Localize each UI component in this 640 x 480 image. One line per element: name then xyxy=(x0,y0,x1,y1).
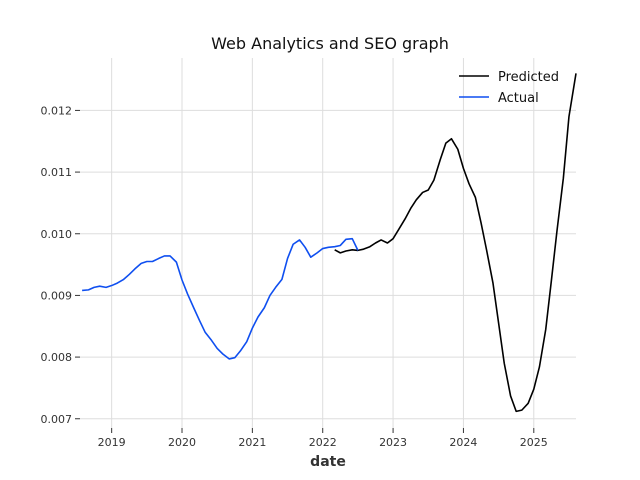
x-axis-ticks: 2019 2020 2021 2022 2023 2024 2025 xyxy=(98,428,548,449)
y-axis-ticks: 0.007 0.008 0.009 0.010 0.011 0.012 xyxy=(41,104,80,426)
series-group xyxy=(82,73,577,413)
legend: Predicted Actual xyxy=(459,70,559,106)
series-line-actual xyxy=(82,237,359,360)
x-tick-label: 2020 xyxy=(168,436,196,449)
y-tick-label: 0.010 xyxy=(41,228,73,241)
y-tick-label: 0.009 xyxy=(41,289,73,302)
grid xyxy=(80,58,576,428)
x-tick-label: 2019 xyxy=(98,436,126,449)
series-line-predicted xyxy=(334,73,577,413)
legend-label-predicted: Predicted xyxy=(498,70,559,85)
y-tick-label: 0.011 xyxy=(41,166,73,179)
x-axis-label: date xyxy=(310,454,346,470)
x-tick-label: 2023 xyxy=(379,436,407,449)
y-tick-label: 0.012 xyxy=(41,104,73,117)
x-tick-label: 2022 xyxy=(309,436,337,449)
x-tick-label: 2021 xyxy=(238,436,266,449)
x-tick-label: 2025 xyxy=(520,436,548,449)
legend-label-actual: Actual xyxy=(498,91,539,106)
chart-title: Web Analytics and SEO graph xyxy=(211,34,449,53)
y-tick-label: 0.007 xyxy=(41,413,73,426)
y-tick-label: 0.008 xyxy=(41,351,73,364)
x-tick-label: 2024 xyxy=(449,436,477,449)
